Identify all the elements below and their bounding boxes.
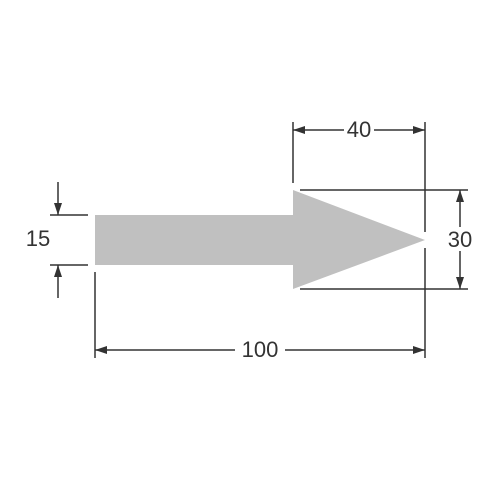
- dim-arrowhead: [456, 277, 464, 289]
- dimension-diagram: 100 40 30 15: [0, 0, 500, 500]
- dim-arrowhead: [95, 346, 107, 354]
- dim-arrowhead: [54, 203, 62, 215]
- dim-arrowhead: [413, 126, 425, 134]
- dim-arrowhead: [54, 265, 62, 277]
- arrow-shape: [95, 190, 425, 289]
- dim-label-head-length: 40: [347, 117, 371, 142]
- dim-label-shaft-height: 15: [26, 226, 50, 251]
- dim-label-head-height: 30: [448, 227, 472, 252]
- dim-arrowhead: [293, 126, 305, 134]
- dim-arrowhead: [456, 190, 464, 202]
- dim-arrowhead: [413, 346, 425, 354]
- dim-label-total: 100: [242, 337, 279, 362]
